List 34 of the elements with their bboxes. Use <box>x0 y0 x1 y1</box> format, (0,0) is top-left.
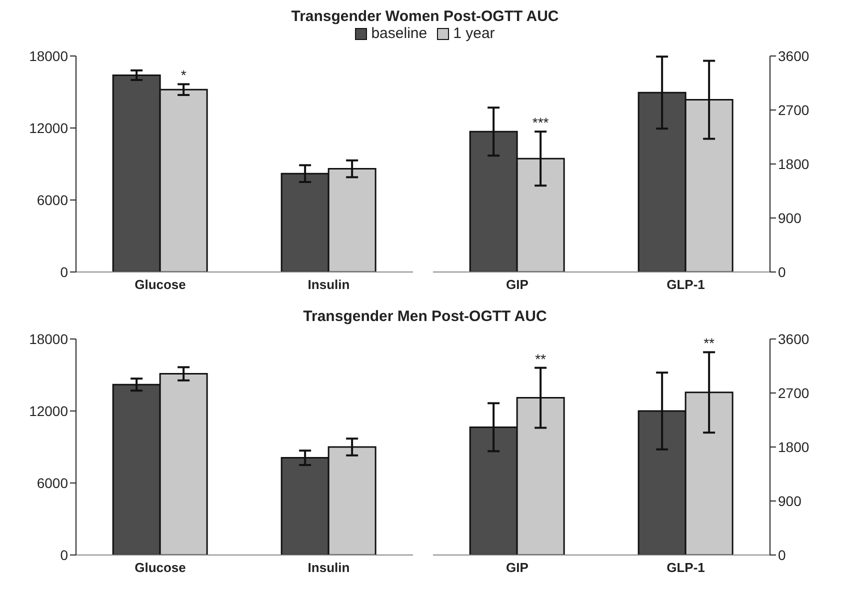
legend-label: baseline <box>371 25 428 42</box>
y2-tick-label: 3600 <box>778 330 810 347</box>
x-tick-label: Insulin <box>308 560 350 576</box>
data-label: * <box>180 67 187 84</box>
y2-tick-label: 900 <box>778 210 802 226</box>
y-tick-label: 6000 <box>36 474 68 491</box>
x-tick-label: Insulin <box>308 277 350 292</box>
legend-label: 1 year <box>453 25 495 42</box>
y2-tick-label: 900 <box>778 492 802 509</box>
y-tick-label: 0 <box>60 546 68 563</box>
y2-tick-label: 2700 <box>778 384 810 401</box>
y2-tick-label: 0 <box>778 546 786 563</box>
data-label: *** <box>532 114 550 131</box>
y2-tick-label: 1800 <box>778 438 810 455</box>
data-label: ** <box>704 335 716 352</box>
x-tick-label: GIP <box>506 560 529 576</box>
y2-tick-label: 2700 <box>778 102 810 118</box>
y-tick-label: 12000 <box>29 402 68 419</box>
x-tick-label: Glucose <box>134 277 186 292</box>
y-tick-label: 18000 <box>29 48 68 64</box>
y-tick-label: 0 <box>60 264 68 280</box>
chart-title: Transgender Men Post-OGTT AUC <box>302 308 548 325</box>
x-tick-label: GIP <box>506 277 529 292</box>
data-label: ** <box>535 350 547 367</box>
y-tick-label: 18000 <box>29 330 68 347</box>
y-tick-label: 12000 <box>29 120 68 136</box>
y2-tick-label: 1800 <box>778 156 810 172</box>
y2-tick-label: 3600 <box>778 48 810 64</box>
chart-title: Transgender Women Post-OGTT AUC <box>290 8 560 25</box>
x-tick-label: GLP-1 <box>666 560 705 576</box>
x-tick-label: Glucose <box>134 560 186 576</box>
y-tick-label: 6000 <box>36 192 68 208</box>
x-tick-label: GLP-1 <box>666 277 705 292</box>
y2-tick-label: 0 <box>778 264 786 280</box>
